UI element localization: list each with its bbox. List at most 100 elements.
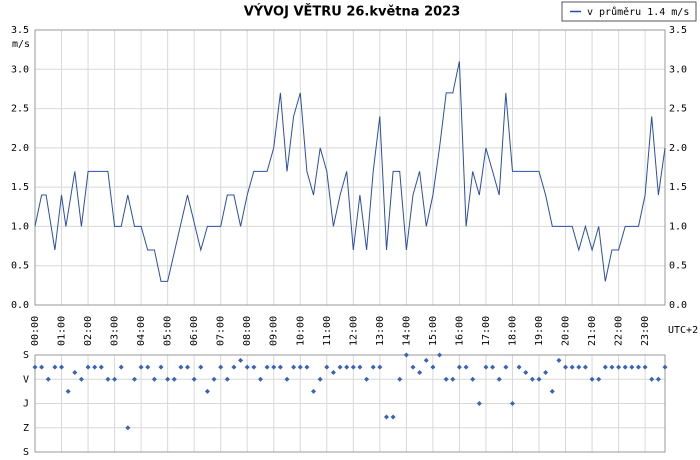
direction-point [523,370,529,376]
x-tick-label: 15:00 [428,316,439,346]
direction-point [32,364,38,370]
x-tick-label: 02:00 [83,316,94,346]
direction-point [622,364,628,370]
y-tick-label-right: 3.0 [669,64,687,75]
direction-point [131,376,137,382]
plot-border [34,354,666,453]
direction-point [602,364,608,370]
direction-point [483,364,489,370]
direction-point [383,414,389,420]
x-tick-label: 10:00 [295,316,306,346]
direction-point [125,425,131,431]
y-tick-label: 1.0 [11,221,29,232]
direction-point [211,376,217,382]
legend-box [561,1,697,22]
direction-point [277,364,283,370]
direction-point [662,364,668,370]
x-tick-label: 17:00 [481,316,492,346]
direction-point [304,364,310,370]
direction-point [244,364,250,370]
direction-point [39,364,45,370]
x-tick-label: 11:00 [322,316,333,346]
y-tick-label: 3.0 [11,64,29,75]
direction-point [403,352,409,358]
y-tick-label: 1.5 [11,182,29,193]
direction-point [509,401,515,406]
direction-point [317,376,323,382]
y-tick-label: 0.0 [11,300,29,311]
direction-point [85,364,91,370]
data-line [34,61,666,282]
direction-point [72,370,78,376]
direction-point [423,357,429,363]
direction-point [198,364,204,370]
direction-point [629,364,635,370]
direction-point [297,364,303,370]
direction-point [337,364,343,370]
direction-point [92,364,98,370]
direction-point [616,364,622,370]
direction-point [642,364,648,370]
direction-point [377,364,383,370]
y-tick-label-right: 2.5 [669,104,687,115]
direction-point [569,364,575,370]
direction-point [204,388,210,394]
direction-point [563,364,569,370]
direction-point [59,364,65,370]
direction-point [390,414,396,420]
direction-point [145,364,151,370]
x-label: UTC+2 [668,325,698,336]
direction-point [556,357,562,363]
x-tick-label: 19:00 [534,316,545,346]
direction-point [185,364,191,370]
direction-point [112,376,118,382]
direction-point [410,364,416,370]
y-tick-label-right: 1.0 [669,221,687,232]
direction-point [284,376,290,382]
y-tick-label-right: 1.5 [669,182,687,193]
direction-point [582,364,588,370]
direction-point [178,364,184,370]
y-tick-label: 0.5 [11,261,29,272]
x-tick-label: 14:00 [401,316,412,346]
direction-point [589,376,595,382]
x-tick-label: 01:00 [57,316,68,346]
direction-point [649,376,655,382]
direction-point [291,364,297,370]
direction-point [257,376,263,382]
direction-point [231,364,237,370]
y-tick-label: J [23,399,29,410]
x-tick-label: 16:00 [454,316,465,346]
direction-point [490,364,496,370]
direction-point [496,376,502,382]
y-unit: m/s [12,39,30,50]
y-tick-label-right: 2.0 [669,143,687,154]
plot-border [34,29,666,306]
direction-point [437,352,443,358]
y-tick-label-right: 0.5 [669,261,687,272]
x-tick-label: 05:00 [163,316,174,346]
direction-point [576,364,582,370]
x-tick-label: 22:00 [614,316,625,346]
chart-title: VÝVOJ VĚTRU 26.května 2023 [244,4,461,20]
x-tick-label: 03:00 [110,316,121,346]
direction-point [65,388,71,394]
direction-point [238,357,244,363]
direction-point [596,376,602,382]
direction-point [503,364,509,370]
direction-point [450,376,456,382]
y-tick-label: S [23,350,29,361]
x-tick-label: 18:00 [507,316,518,346]
direction-point [463,364,469,370]
y-tick-label: 2.0 [11,143,29,154]
direction-point [98,364,104,370]
x-tick-label: 00:00 [30,316,41,346]
y-tick-label: Z [23,423,29,434]
direction-point [330,370,336,376]
direction-point [357,364,363,370]
y-tick-label-right: 0.0 [669,300,687,311]
y-tick-label: 2.5 [11,104,29,115]
direction-point [191,376,197,382]
direction-point [430,364,436,370]
direction-point [543,370,549,376]
